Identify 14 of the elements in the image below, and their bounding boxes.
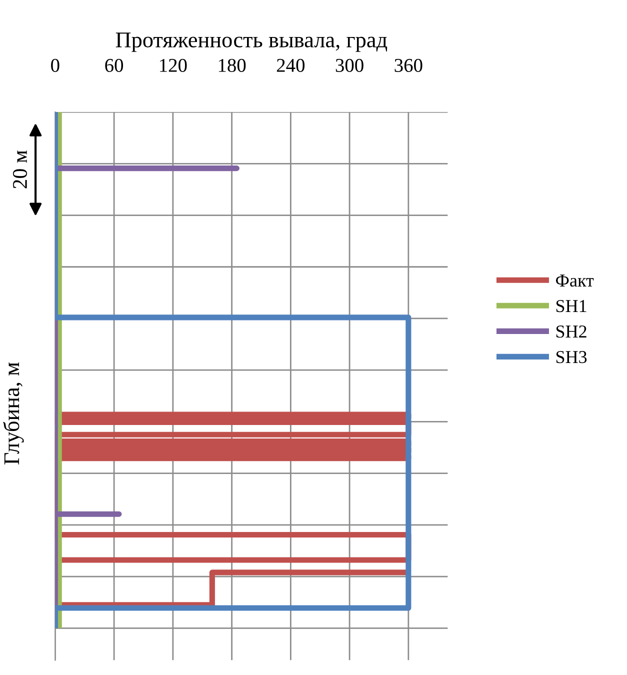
x-axis-title: Протяженность вывала, град bbox=[116, 32, 388, 52]
x-tick-label: 180 bbox=[218, 58, 246, 72]
x-tick-label: 0 bbox=[51, 58, 60, 72]
x-tick-label: 240 bbox=[276, 58, 305, 72]
legend-label: SH3 bbox=[556, 351, 587, 364]
x-tick-label: 120 bbox=[160, 58, 187, 72]
legend-label: Факт bbox=[556, 274, 594, 287]
y-axis-title: Глубина, м bbox=[3, 362, 24, 464]
x-tick-label: 360 bbox=[394, 58, 422, 72]
x-tick-label: 300 bbox=[336, 58, 364, 72]
x-tick-label: 60 bbox=[105, 58, 124, 72]
legend-label: SH1 bbox=[556, 300, 586, 312]
text: 20 м bbox=[12, 150, 28, 188]
legend-label: SH2 bbox=[556, 326, 586, 338]
